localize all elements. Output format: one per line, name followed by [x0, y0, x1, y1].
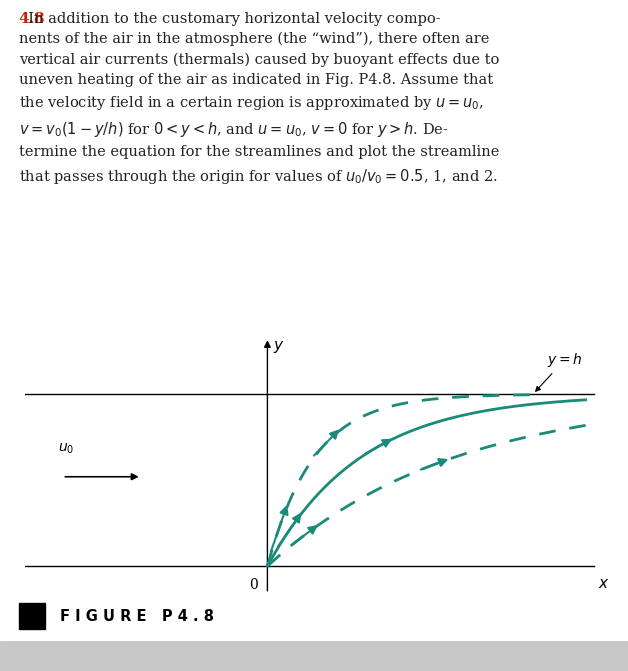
Text: $y = h$: $y = h$ — [536, 351, 582, 391]
Text: F I G U R E   P 4 . 8: F I G U R E P 4 . 8 — [60, 609, 214, 624]
Text: $u_0$: $u_0$ — [58, 442, 74, 456]
Text: $x$: $x$ — [598, 576, 610, 590]
Bar — [19, 603, 45, 629]
Text: 4.8: 4.8 — [19, 12, 45, 25]
Text: $y$: $y$ — [273, 339, 284, 355]
Text: In addition to the customary horizontal velocity compo-
nents of the air in the : In addition to the customary horizontal … — [19, 12, 499, 186]
Text: 0: 0 — [249, 578, 258, 592]
